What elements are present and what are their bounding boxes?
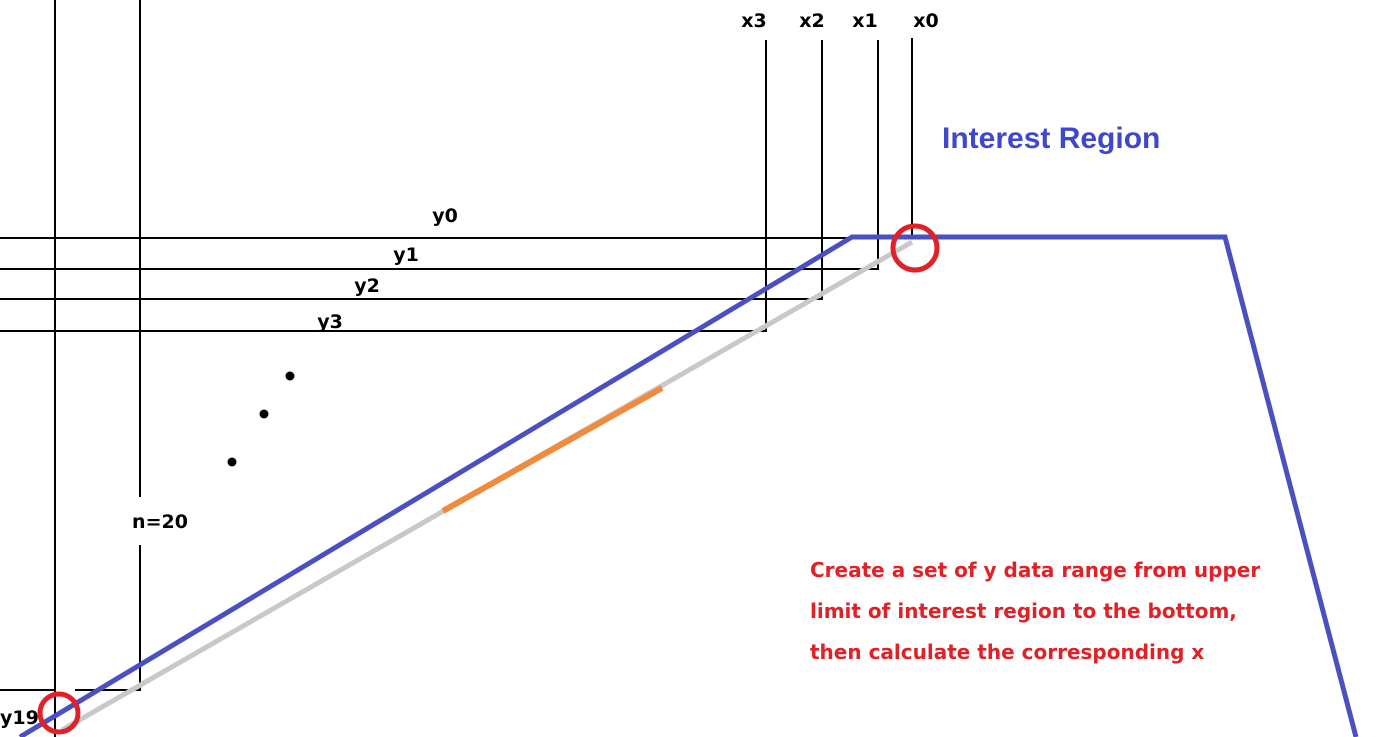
ellipsis-dot xyxy=(227,457,237,467)
interest-region-title: Interest Region xyxy=(942,122,1160,155)
note-line-1: Create a set of y data range from upper xyxy=(810,558,1260,582)
x1-label: x1 xyxy=(852,10,877,32)
n-label: n=20 xyxy=(132,511,188,533)
y0-label: y0 xyxy=(432,205,458,227)
top-corner-circle xyxy=(890,223,940,273)
bottom-corner-circle xyxy=(37,691,81,735)
x0-label: x0 xyxy=(913,10,938,32)
note-line-2: limit of interest region to the bottom, xyxy=(810,599,1237,623)
ellipsis-dot xyxy=(259,409,269,419)
y2-label: y2 xyxy=(354,275,380,297)
y3-label: y3 xyxy=(317,311,343,333)
x2-label: x2 xyxy=(799,10,824,32)
note-line-3: then calculate the corresponding x xyxy=(810,640,1204,664)
y1-label: y1 xyxy=(393,244,419,266)
x3-label: x3 xyxy=(741,10,766,32)
y19-label: y19 xyxy=(0,707,39,729)
orange-segment xyxy=(441,385,664,514)
interest-region-outline xyxy=(18,234,1359,737)
ellipsis-dot xyxy=(285,371,295,381)
